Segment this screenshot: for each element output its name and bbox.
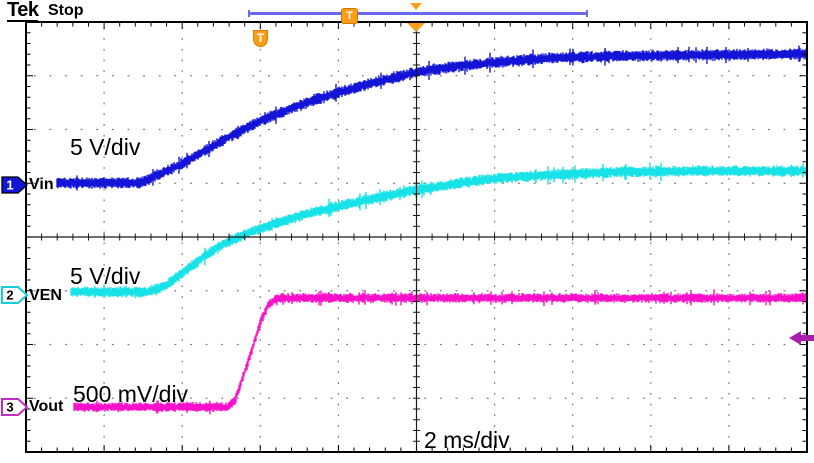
record-bar-trigger-arrow-icon	[410, 3, 422, 10]
channel-2-label: VEN	[29, 287, 62, 304]
channel-1-label: Vin	[29, 176, 54, 193]
channel-3-badge[interactable]: 3	[1, 397, 28, 417]
timebase-annotation: 2 ms/div	[424, 427, 510, 453]
channel-1-scale-annotation: 5 V/div	[70, 134, 141, 160]
tek-logo: Tek	[7, 0, 39, 22]
channel-3-badge-shape	[1, 398, 28, 416]
channel-2-badge[interactable]: 2	[1, 285, 28, 305]
trigger-position-badge-letter: T	[346, 9, 353, 22]
record-view-bar[interactable]	[248, 10, 588, 17]
channel-3-label: Vout	[29, 398, 64, 415]
channel-3-number: 3	[6, 400, 13, 415]
channel-3-scale-annotation: 500 mV/div	[73, 381, 189, 407]
channel-1-number: 1	[6, 178, 13, 193]
trigger-level-badge[interactable]: T	[252, 29, 269, 48]
trigger-shield-letter: T	[257, 31, 265, 45]
channel-1-badge[interactable]: 1	[1, 175, 28, 195]
trigger-time-marker-icon[interactable]	[407, 23, 425, 32]
trigger-shield-shape	[253, 30, 268, 48]
channel-2-badge-shape	[1, 286, 28, 304]
trigger-position-badge[interactable]: T	[341, 8, 358, 24]
ch3-reference-arrow-shape	[789, 331, 814, 345]
acquisition-status: Stop	[48, 2, 84, 19]
channel-2-number: 2	[6, 288, 13, 303]
channel-1-badge-shape	[1, 176, 28, 194]
channel-2-scale-annotation: 5 V/div	[70, 263, 141, 289]
ch3-reference-arrow-icon[interactable]	[788, 329, 814, 347]
